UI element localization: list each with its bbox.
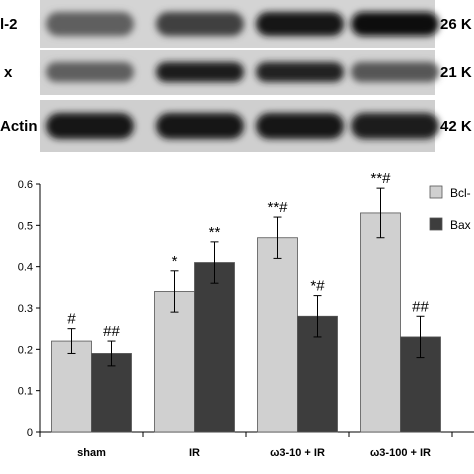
blot-band	[46, 12, 134, 36]
bar-chart: 0 0.1 0.2 0.3 0.4 0.5 0.6 sham IR ω3-10 + IR ω3-1…	[18, 170, 474, 459]
blot-band	[351, 113, 439, 139]
bars: ###*****#*#**###	[51, 170, 441, 433]
blot-band	[351, 62, 439, 82]
legend-label: Bax	[450, 218, 471, 232]
blot-size-row-1: 26 K	[440, 16, 472, 33]
bar	[91, 353, 132, 433]
significance-label: *#	[310, 278, 325, 295]
y-tick-label: 0.1	[18, 386, 33, 398]
x-tick-label: ω3-10 + IR	[270, 447, 325, 459]
x-axis: sham IR ω3-10 + IR ω3-100 + IR	[39, 431, 474, 459]
x-tick-label: IR	[189, 447, 200, 459]
blot-band	[256, 12, 344, 36]
bar	[257, 237, 298, 433]
blot-label-row-1: l-2	[0, 16, 18, 33]
blot-label-row-2: x	[4, 64, 13, 81]
significance-label: **#	[370, 170, 391, 187]
y-tick-label: 0.2	[18, 344, 33, 356]
legend-swatch	[429, 185, 443, 199]
y-tick-label: 0.6	[18, 179, 33, 191]
blot-band	[256, 62, 344, 82]
x-tick-label: sham	[77, 447, 106, 459]
significance-label: **#	[267, 199, 288, 216]
bar	[51, 340, 92, 433]
blot-band	[256, 113, 344, 139]
legend-label: Bcl-	[450, 186, 471, 200]
y-tick-label: 0	[27, 427, 33, 439]
blot-band	[46, 113, 134, 139]
y-tick-label: 0.5	[18, 220, 33, 232]
bar	[194, 262, 235, 433]
significance-label: **	[209, 224, 221, 241]
blot-band	[351, 12, 439, 36]
y-tick-label: 0.3	[18, 303, 33, 315]
legend-swatch	[429, 217, 443, 231]
significance-label: #	[67, 311, 76, 328]
x-tick-label: ω3-100 + IR	[370, 447, 431, 459]
significance-label: ##	[412, 298, 429, 315]
blot-band	[156, 12, 244, 36]
blot-band	[156, 113, 244, 139]
blot-band	[46, 62, 134, 82]
significance-label: ##	[103, 323, 120, 340]
blot-band	[156, 62, 244, 82]
bar	[360, 212, 401, 433]
blot-label-row-3: Actin	[0, 118, 38, 135]
blot-size-row-2: 21 K	[440, 64, 472, 81]
bar	[154, 291, 195, 433]
significance-label: *	[172, 253, 178, 270]
legend: Bcl- Bax	[429, 185, 471, 232]
blot-size-row-3: 42 K	[440, 118, 472, 135]
western-blot-panel: l-2 x Actin 26 K 21 K 42 K	[0, 0, 474, 160]
y-tick-label: 0.4	[18, 262, 33, 274]
y-axis: 0 0.1 0.2 0.3 0.4 0.5 0.6	[18, 179, 41, 439]
